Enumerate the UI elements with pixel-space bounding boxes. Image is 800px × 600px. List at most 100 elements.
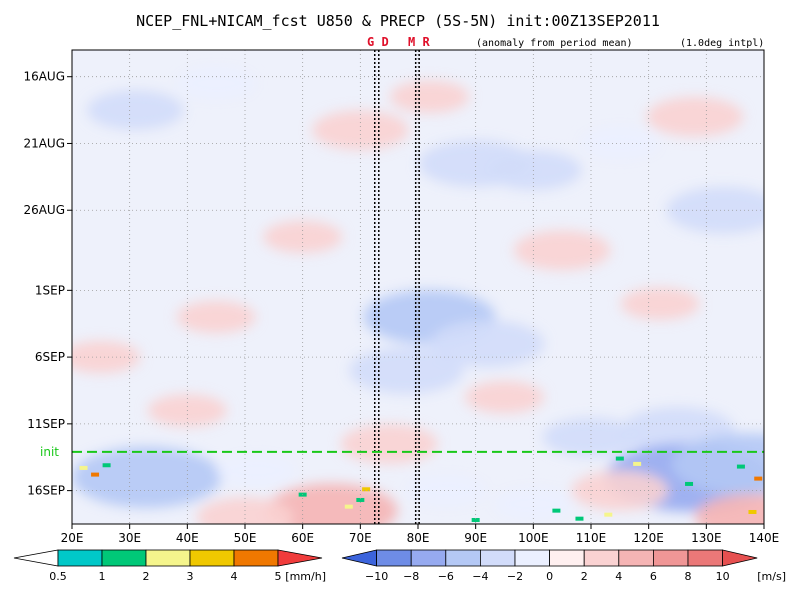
wind-colorbar-tick: 10: [716, 570, 730, 583]
precip-field: [79, 456, 763, 522]
precip-cell: [736, 464, 745, 469]
wind-colorbar-box: [583, 549, 620, 567]
precip-cell: [79, 465, 88, 470]
u850-anomaly-blob: [493, 487, 573, 521]
chart-subtitle-left: (anomaly from period mean): [476, 38, 633, 49]
precip-cell: [604, 512, 613, 517]
u850-anomaly-blur-group: [72, 67, 764, 524]
precip-cell: [685, 481, 694, 486]
wind-colorbar-tick: −4: [472, 570, 488, 583]
wind-colorbar-tick: 4: [615, 570, 622, 583]
x-tick-label: 60E: [291, 531, 314, 545]
wind-colorbar-box: [687, 549, 723, 567]
grid-lines: [72, 50, 764, 524]
u850-anomaly-blob: [389, 80, 470, 113]
wind-colorbar-tick: 0: [546, 570, 553, 583]
precip-colorbar-tick: 5: [275, 570, 282, 583]
u850-anomaly-blob: [176, 67, 256, 100]
x-tick-label: 70E: [349, 531, 372, 545]
y-tick-label: 11SEP: [27, 417, 65, 431]
precip-colorbar-box: [57, 549, 103, 567]
wind-colorbar-tick: 6: [650, 570, 657, 583]
wind-colorbar-box: [549, 549, 585, 567]
precip-colorbar-right-triangle: [277, 549, 323, 567]
precip-cell: [356, 497, 365, 502]
wind-colorbar: −10 −8 −6 −4 −2 0 2 4 6 8 10 [m/s]: [341, 549, 786, 583]
precip-cell: [615, 456, 624, 461]
x-tick-label: 20E: [61, 531, 84, 545]
plot-area: init: [40, 49, 765, 525]
wind-colorbar-right-triangle: [722, 549, 758, 567]
wind-colorbar-tick: 2: [581, 570, 588, 583]
y-tick-label: 6SEP: [35, 350, 65, 364]
marker-label-mr: M R: [408, 35, 430, 49]
x-tick-label: 110E: [576, 531, 607, 545]
u850-anomaly-blob: [571, 470, 669, 511]
u850-anomaly-blob: [265, 483, 398, 524]
precip-cell: [575, 516, 584, 521]
precip-cell: [91, 472, 100, 477]
u850-anomaly-blob: [407, 474, 487, 507]
precip-cell: [754, 476, 763, 481]
u850-anomaly-blob: [695, 493, 764, 524]
y-tick-label: 16SEP: [27, 484, 65, 498]
precip-colorbar-box: [233, 549, 279, 567]
u850-anomaly-blob: [430, 320, 545, 368]
init-label: init: [40, 445, 59, 459]
wind-colorbar-box: [410, 549, 447, 567]
wind-colorbar-box: [514, 549, 550, 567]
x-tick-label: 90E: [464, 531, 487, 545]
precip-cell: [471, 517, 480, 522]
wind-colorbar-unit: [m/s]: [757, 570, 786, 583]
u850-anomaly-blob: [87, 90, 184, 130]
wind-colorbar-box: [479, 549, 516, 567]
precip-colorbar-tick: 2: [143, 570, 150, 583]
chart-subtitle-right: (1.0deg intpl): [680, 38, 764, 49]
x-tick-label: 30E: [118, 531, 141, 545]
x-tick-label: 120E: [633, 531, 664, 545]
precip-colorbar-tick: 1: [99, 570, 106, 583]
u850-anomaly-blob: [542, 417, 640, 458]
chart-title: NCEP_FNL+NICAM_fcst U850 & PRECP (5S-5N)…: [136, 12, 660, 30]
wind-colorbar-tick: −2: [507, 570, 523, 583]
precip-colorbar: 0.5 1 2 3 4 5 [mm/h]: [13, 549, 326, 583]
precip-colorbar-unit: [mm/h]: [285, 570, 326, 583]
precip-cell: [362, 487, 371, 492]
x-tick-label: 80E: [407, 531, 430, 545]
wind-colorbar-tick: −8: [403, 570, 419, 583]
x-tick-label: 130E: [691, 531, 722, 545]
wind-colorbar-tick: −6: [438, 570, 454, 583]
marker-label-gd: G D: [367, 35, 389, 49]
precip-cell: [344, 504, 353, 509]
precip-colorbar-tick: 4: [231, 570, 238, 583]
y-tick-label: 21AUG: [23, 136, 65, 150]
wind-colorbar-box: [445, 549, 481, 567]
precip-colorbar-tick: 0.5: [49, 570, 67, 583]
precip-cell: [633, 461, 642, 466]
u850-anomaly-blob: [464, 380, 545, 414]
u850-anomaly-blob: [666, 186, 764, 234]
y-tick-label: 16AUG: [23, 70, 65, 84]
precip-colorbar-box: [189, 549, 235, 567]
x-tick-label: 40E: [176, 531, 199, 545]
y-tick-label: 1SEP: [35, 283, 65, 297]
u850-anomaly-blob: [263, 220, 343, 254]
y-tick-label: 26AUG: [23, 203, 65, 217]
u850-anomaly-blob: [580, 127, 660, 160]
precip-colorbar-tick: 3: [187, 570, 194, 583]
u850-anomaly-blob: [340, 424, 438, 464]
u850-anomaly-blob: [620, 287, 700, 320]
wind-colorbar-box: [618, 549, 654, 567]
u850-anomaly-blob: [216, 454, 297, 487]
u850-anomaly-blob: [176, 300, 256, 334]
wind-colorbar-tick: −10: [365, 570, 388, 583]
precip-cell: [552, 508, 561, 513]
precip-cell: [748, 509, 757, 514]
u850-anomaly-blob: [646, 96, 744, 137]
wind-colorbar-box: [653, 549, 689, 567]
precip-colorbar-box: [101, 549, 147, 567]
longitude-markers: [374, 50, 420, 524]
x-axis: 20E 30E 40E 50E 60E 70E 80E 90E 100E 110E 120E 130E…: [61, 524, 779, 545]
precip-cell: [102, 463, 111, 468]
wind-colorbar-tick: 8: [685, 570, 692, 583]
